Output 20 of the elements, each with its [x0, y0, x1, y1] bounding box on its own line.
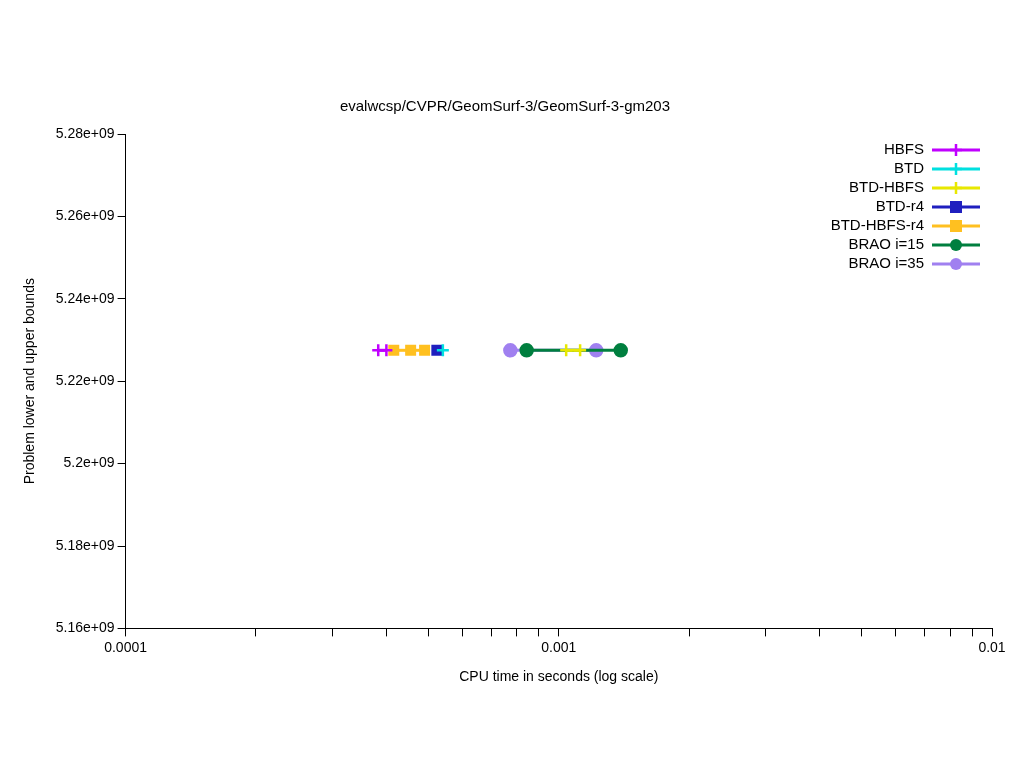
- x-axis-title: CPU time in seconds (log scale): [459, 668, 659, 685]
- x-tick-label: 0.01: [978, 638, 1006, 655]
- legend-label: BTD-HBFS-r4: [830, 216, 924, 234]
- x-tick-label: 0.001: [541, 638, 577, 655]
- y-tick-label: 5.22e+09: [55, 372, 115, 389]
- legend-label: BRAO i=35: [848, 254, 924, 272]
- y-tick-label: 5.16e+09: [55, 619, 115, 636]
- y-axis-title: Problem lower and upper bounds: [21, 278, 38, 485]
- x-tick-label: 0.0001: [104, 638, 148, 655]
- legend-label: HBFS: [883, 140, 924, 158]
- y-tick-label: 5.28e+09: [55, 124, 115, 141]
- legend-label: BTD-HBFS: [849, 178, 924, 196]
- y-tick-label: 5.24e+09: [55, 289, 115, 306]
- legend-label: BRAO i=15: [848, 235, 924, 253]
- chart-title: evalwcsp/CVPR/GeomSurf-3/GeomSurf-3-gm203: [339, 97, 671, 115]
- y-tick-label: 5.26e+09: [55, 207, 115, 224]
- legend-label: BTD-r4: [875, 197, 924, 215]
- y-tick-label: 5.18e+09: [55, 536, 115, 553]
- y-tick-label: 5.2e+09: [63, 454, 115, 471]
- legend-label: BTD: [894, 159, 925, 177]
